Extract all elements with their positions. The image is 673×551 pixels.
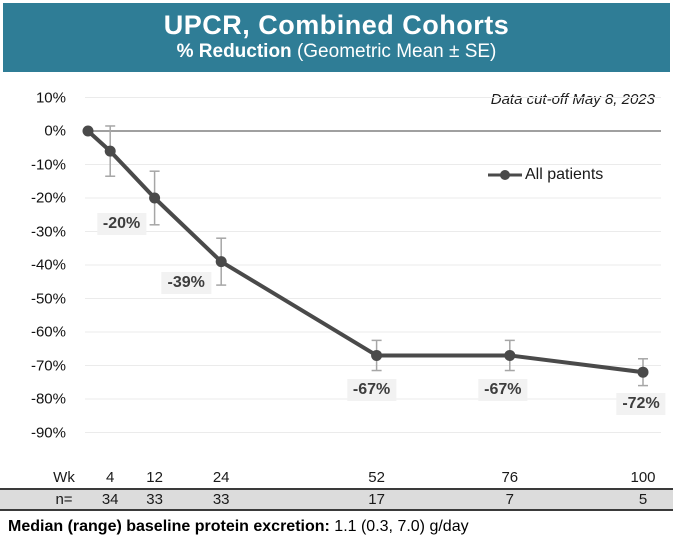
baseline-protein-footnote: Median (range) baseline protein excretio… (8, 518, 469, 536)
point-value-label: -39% (161, 271, 211, 294)
chart-title: UPCR, Combined Cohorts (163, 10, 510, 40)
ytick-label: -50% (30, 290, 66, 307)
ytick-label: 0% (44, 122, 66, 140)
data-cutoff-note: Data cut-off May 8, 2023 (490, 91, 655, 108)
ytick-label: -70% (30, 357, 66, 374)
xaxis-tick-label: 4 (106, 469, 115, 486)
ytick-label: -40% (30, 256, 66, 274)
footnote-bold: Median (range) baseline protein excretio… (8, 518, 330, 535)
ytick-label: -80% (30, 390, 66, 408)
data-point-marker (82, 125, 94, 137)
n-count-value: 17 (368, 491, 385, 508)
n-count-value: 5 (638, 491, 648, 508)
data-point-marker (504, 349, 516, 361)
n-count-value: 7 (505, 491, 514, 508)
n-count-band: n= 34 33 33 17 7 5 (0, 488, 673, 511)
ytick-label: -10% (30, 156, 66, 173)
chart-subtitle-rest: (Geometric Mean ± SE) (291, 41, 497, 62)
n-count-value: 34 (101, 491, 119, 508)
n-count-value: 33 (212, 491, 230, 508)
n-count-value: 33 (146, 491, 163, 508)
ytick-label: 10% (35, 89, 66, 106)
chart-subtitle: % Reduction (Geometric Mean ± SE) (3, 40, 670, 64)
xaxis-tick-label: 52 (368, 469, 385, 486)
xaxis-tick-label: 24 (212, 469, 230, 486)
data-point-marker (104, 145, 116, 157)
xaxis-week-row: Wk 4 12 24 52 76 100 (0, 469, 673, 487)
legend-label: All patients (525, 166, 604, 183)
point-value-label: -20% (96, 213, 147, 235)
ytick-label: -20% (30, 189, 66, 207)
n-row-label: n= (55, 491, 73, 508)
point-value-label: -72% (616, 393, 666, 416)
chart-header-banner: UPCR, Combined Cohorts % Reduction (Geom… (3, 3, 670, 72)
xaxis-tick-label: 12 (146, 469, 163, 486)
data-point-marker (371, 349, 383, 361)
legend-line-marker-icon (488, 170, 522, 180)
ytick-label: -60% (30, 323, 66, 341)
chart-subtitle-bold: % Reduction (176, 41, 292, 62)
point-value-label: -67% (346, 379, 397, 402)
footnote-regular: 1.1 (0.3, 7.0) g/day (329, 518, 469, 535)
xaxis-tick-label: 100 (630, 469, 656, 486)
ytick-label: -90% (30, 424, 66, 441)
xaxis-row-label: Wk (53, 469, 75, 486)
legend: All patients (486, 166, 603, 184)
xaxis-tick-label: 76 (501, 469, 519, 486)
data-point-marker (149, 192, 161, 204)
data-point-marker (637, 366, 649, 378)
data-point-marker (215, 256, 227, 268)
ytick-label: -30% (30, 223, 66, 240)
point-value-label: -67% (478, 379, 528, 402)
series-line (86, 129, 645, 375)
